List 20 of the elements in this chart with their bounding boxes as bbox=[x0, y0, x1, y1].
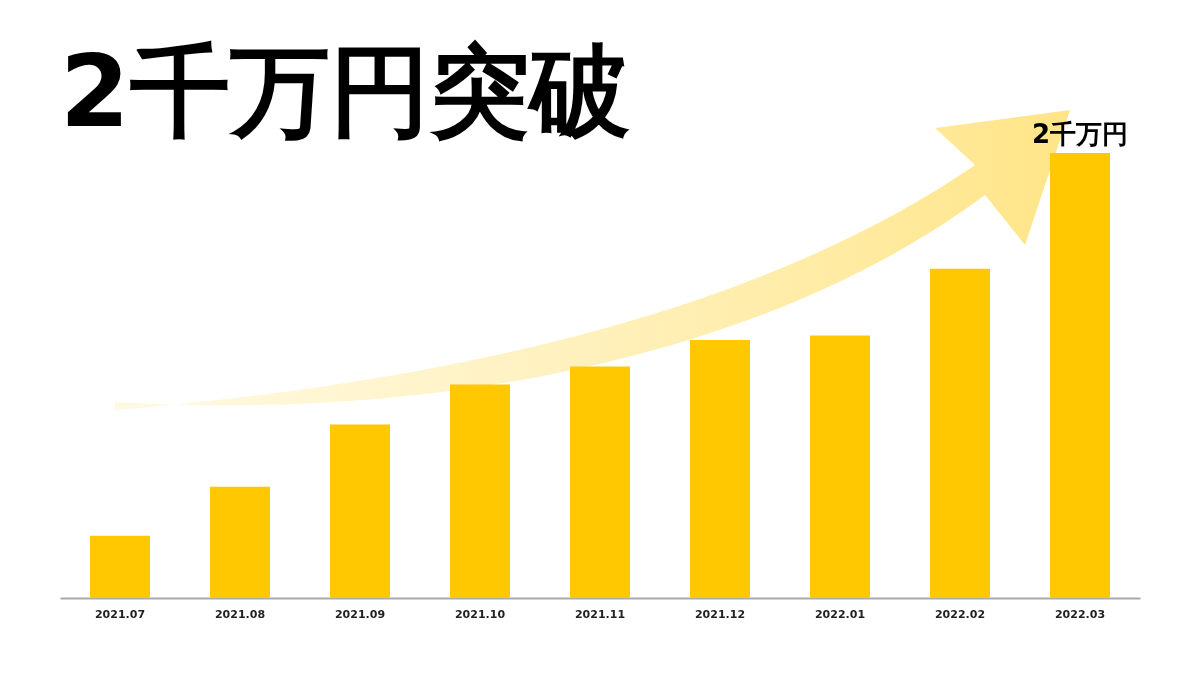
chart-title: 2千万円突破 bbox=[60, 33, 630, 150]
x-tick-label: 2021.08 bbox=[214, 607, 266, 621]
x-tick-label: 2021.12 bbox=[694, 607, 746, 621]
x-tick-label: 2021.11 bbox=[574, 607, 626, 621]
x-tick-label: 2021.10 bbox=[454, 607, 506, 621]
x-tick-label: 2022.02 bbox=[934, 607, 986, 621]
bar bbox=[1050, 153, 1110, 598]
x-tick-label: 2022.01 bbox=[814, 607, 866, 621]
bar bbox=[690, 339, 750, 598]
x-tick-label: 2022.03 bbox=[1054, 607, 1106, 621]
bar bbox=[930, 268, 990, 598]
data-label: 2千万円 bbox=[1031, 119, 1129, 149]
bar bbox=[90, 535, 150, 598]
bar bbox=[210, 486, 270, 598]
x-tick-label: 2021.09 bbox=[334, 607, 386, 621]
x-tick-label: 2021.07 bbox=[94, 607, 146, 621]
bar bbox=[450, 384, 510, 598]
bar bbox=[330, 424, 390, 598]
bar bbox=[570, 366, 630, 598]
bar bbox=[810, 335, 870, 598]
